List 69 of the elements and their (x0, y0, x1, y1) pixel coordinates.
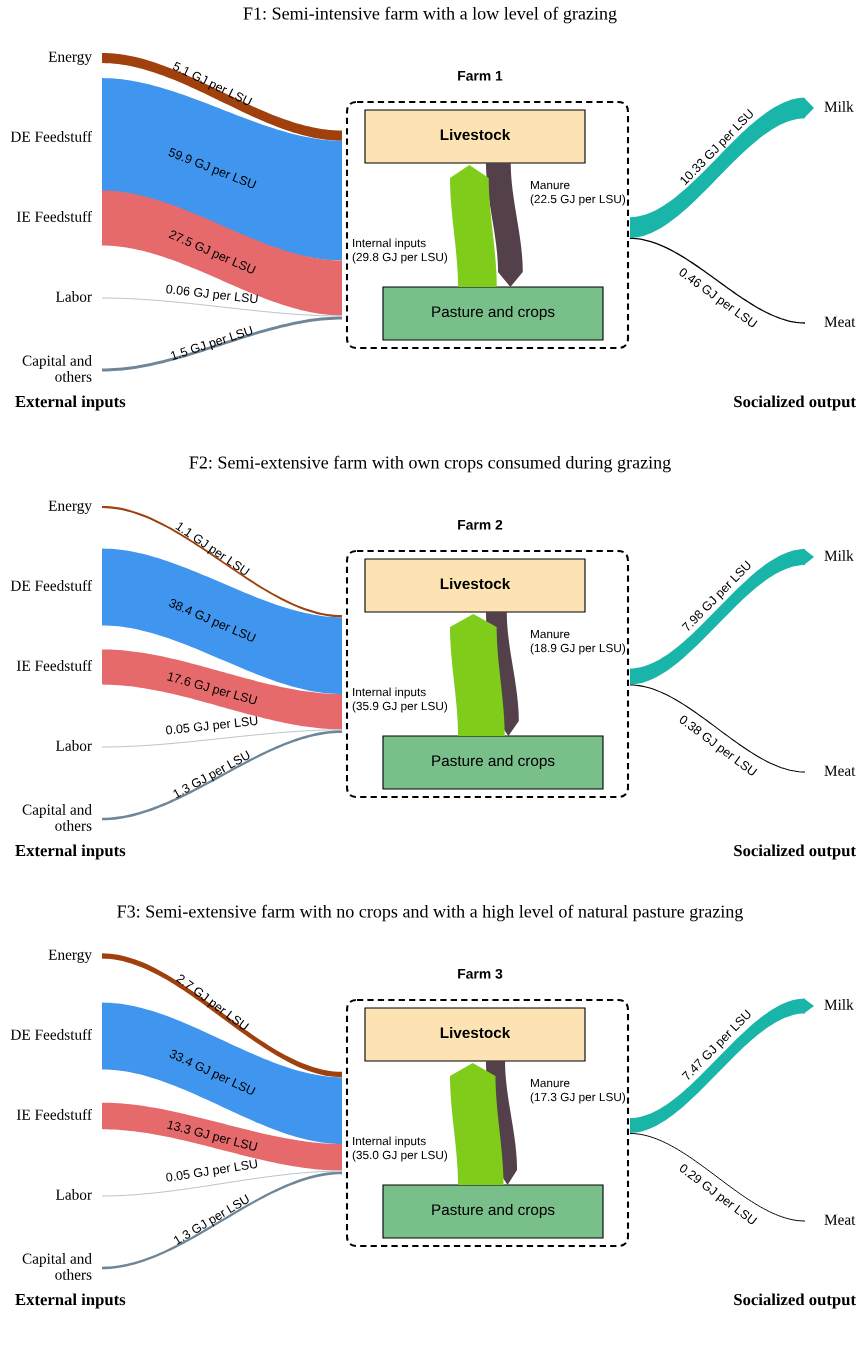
text: Socialized output (734, 395, 856, 411)
data-label: 38.4 GJ per LSU (167, 598, 257, 645)
data-label: (29.8 GJ per LSU) (352, 252, 448, 264)
category-label: Manure (530, 629, 570, 639)
category-label: Labor (55, 291, 92, 302)
data-label: 27.5 GJ per LSU (167, 229, 256, 277)
data-label: (35.0 GJ per LSU) (352, 1150, 448, 1162)
data-label: 13.3 GJ per LSU (166, 1119, 258, 1154)
data-label: 0.29 GJ per LSU (677, 1163, 758, 1228)
category-label: Meat (824, 316, 856, 327)
data-label: 0.46 GJ per LSU (676, 267, 758, 331)
text: F1: Semi-intensive farm with a low level of grazing (243, 6, 617, 24)
text: Livestock (440, 128, 511, 141)
text: Pasture and crops (432, 1203, 555, 1219)
category-label: IE Feedstuff (16, 1108, 92, 1120)
text: Socialized output (734, 1293, 856, 1309)
category-label: DE Feedstuff (10, 1028, 92, 1040)
text: Livestock (440, 577, 511, 590)
text: External inputs (15, 1293, 126, 1309)
category-label: Capital and others (22, 355, 92, 382)
text: External inputs (15, 844, 126, 860)
category-label: Milk (824, 101, 854, 112)
category-label: Internal inputs (353, 1136, 426, 1148)
data-label: 1.1 GJ per LSU (173, 521, 250, 579)
category-label: DE Feedstuff (10, 130, 92, 142)
category-label: Capital and others (22, 1253, 92, 1280)
category-label: Manure (530, 180, 570, 190)
category-label: Capital and others (22, 804, 92, 831)
data-label: 33.4 GJ per LSU (167, 1048, 256, 1098)
text: Farm 2 (458, 519, 503, 530)
data-label: 0.38 GJ per LSU (677, 714, 758, 779)
category-label: Labor (55, 740, 92, 751)
category-label: Meat (824, 1214, 856, 1225)
category-label: Internal inputs (353, 687, 426, 699)
category-label: Meat (824, 765, 856, 776)
category-label: IE Feedstuff (16, 210, 92, 222)
data-label: 2.7 GJ per LSU (174, 973, 250, 1033)
text: Pasture and crops (432, 305, 555, 321)
data-label: 1.3 GJ per LSU (172, 1194, 252, 1247)
text: Socialized output (734, 844, 856, 860)
category-label: DE Feedstuff (10, 579, 92, 591)
category-label: Labor (55, 1189, 92, 1200)
data-label: 17.6 GJ per LSU (166, 671, 258, 708)
data-label: 59.9 GJ per LSU (166, 147, 257, 192)
text: Livestock (440, 1026, 511, 1039)
data-label: (22.5 GJ per LSU) (530, 194, 626, 206)
category-label: Internal inputs (353, 238, 426, 250)
data-label: 1.3 GJ per LSU (172, 750, 252, 801)
category-label: IE Feedstuff (16, 659, 92, 671)
data-label: 5.1 GJ per LSU (171, 61, 253, 109)
category-label: Energy (48, 500, 92, 514)
data-label: 0.05 GJ per LSU (165, 716, 258, 738)
category-label: Manure (530, 1078, 570, 1088)
text: Farm 1 (458, 71, 503, 81)
data-label: (18.9 GJ per LSU) (530, 643, 626, 655)
text: Farm 3 (458, 968, 503, 979)
data-label: (17.3 GJ per LSU) (530, 1092, 626, 1104)
category-label: Energy (48, 51, 92, 65)
data-label: 0.06 GJ per LSU (165, 284, 258, 306)
text: F3: Semi-extensive farm with no crops and with a high level of natural pasture grazing (117, 904, 744, 922)
text: Pasture and crops (432, 754, 555, 770)
data-label: 1.5 GJ per LSU (170, 325, 254, 363)
category-label: Milk (824, 550, 854, 561)
text: F2: Semi-extensive farm with own crops consumed during grazing (189, 455, 671, 473)
category-label: Energy (48, 949, 92, 963)
data-label: 0.05 GJ per LSU (165, 1159, 258, 1185)
category-label: Milk (824, 999, 854, 1010)
text: External inputs (15, 395, 126, 411)
data-label: (35.9 GJ per LSU) (352, 701, 448, 713)
